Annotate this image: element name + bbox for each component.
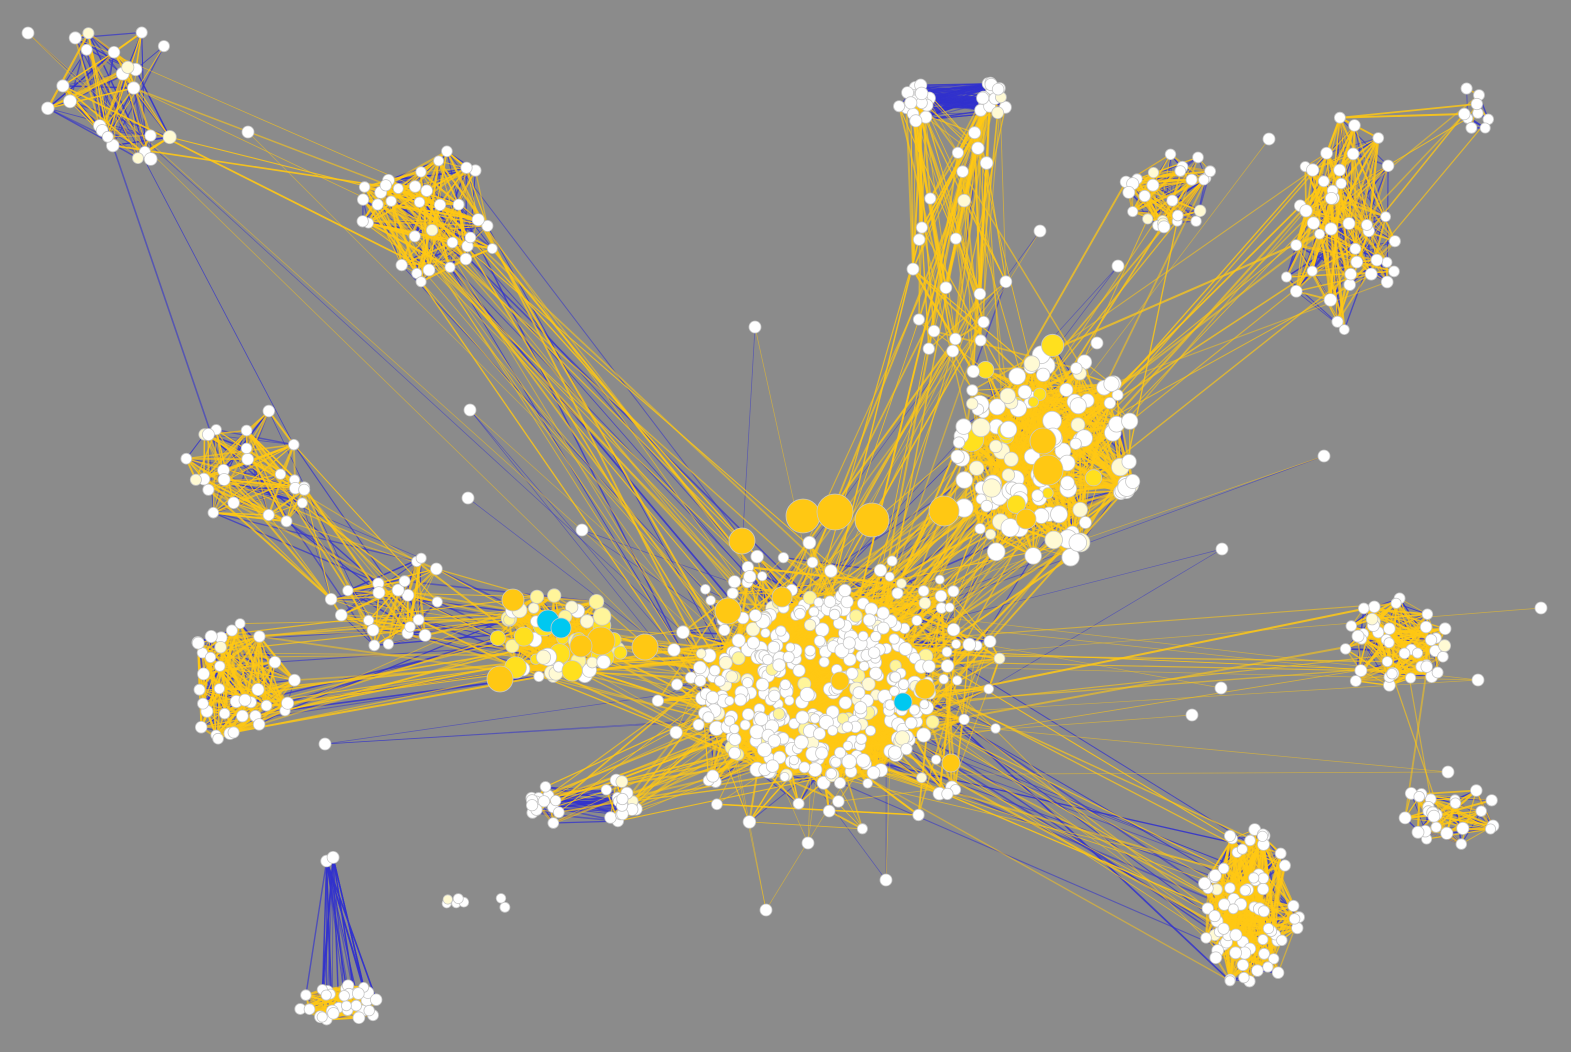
edge-gold (195, 410, 270, 481)
edge-blue (347, 557, 422, 592)
edge-gold (85, 49, 152, 160)
edge-gold (420, 248, 493, 283)
edge-blue (274, 645, 513, 663)
edge-gold (268, 410, 295, 445)
edge-blue (286, 520, 380, 594)
edge-blue (1339, 117, 1389, 167)
edge-gold (437, 160, 460, 205)
edge-gold (425, 190, 451, 268)
edge-gold (438, 160, 467, 260)
edge-gold (387, 589, 400, 645)
edge-gold (373, 592, 380, 646)
edge-gold (107, 135, 151, 138)
edge-gold (258, 636, 286, 711)
edge-blue (920, 83, 991, 86)
edge-gold (215, 429, 270, 516)
edge-blue (62, 49, 88, 87)
edge-blue (47, 107, 139, 159)
edge-blue (532, 797, 618, 814)
edge-gold (47, 87, 134, 110)
edge-gold (474, 170, 489, 227)
edge-gold (377, 582, 420, 621)
edge-gold (347, 568, 437, 592)
edge-blue (301, 502, 332, 600)
edge-gold (212, 429, 217, 513)
edge-gold (465, 167, 488, 227)
edge-blue (135, 69, 171, 138)
edge-gold (245, 410, 270, 449)
edge-gold (133, 32, 143, 89)
edge-gold (223, 444, 294, 480)
edge-blue (293, 444, 426, 636)
edge-gold (86, 49, 139, 159)
edge-gold (62, 85, 152, 160)
edge-blue (768, 770, 824, 784)
edge-gold (536, 595, 597, 603)
edge-gold (203, 434, 206, 480)
edge-gold (231, 629, 286, 712)
edge-gold (107, 32, 143, 137)
edge-gold (62, 51, 115, 87)
edge-blue (731, 230, 1041, 653)
edge-blue (925, 82, 991, 118)
edge-blue (112, 145, 225, 471)
edge-blue (305, 860, 328, 996)
edge-gold (362, 220, 488, 227)
edge-blue (326, 860, 365, 988)
edge-gold (199, 636, 212, 690)
edge-blue (457, 204, 714, 713)
edge-gold (220, 646, 288, 704)
edge-gold (198, 646, 222, 691)
edge-gold (203, 410, 270, 480)
edge-blue (972, 281, 1007, 372)
edge-gold (231, 629, 296, 681)
edge-gold (47, 66, 129, 110)
edge-blue (340, 583, 379, 616)
edge-gold (212, 444, 295, 514)
edge-gold (247, 458, 296, 489)
edge-gold (258, 679, 296, 725)
edge-blue (332, 857, 357, 1006)
edge-gold (233, 502, 287, 522)
edge-gold (362, 199, 418, 274)
edge-gold (230, 630, 260, 690)
edge-gold (127, 67, 139, 159)
edge-gold (245, 429, 282, 475)
edge-gold (331, 594, 409, 600)
edge-gold (268, 488, 305, 516)
edge-blue (804, 766, 1279, 974)
edge-gold (46, 32, 90, 109)
edge-blue (74, 37, 139, 159)
edge-gold (210, 635, 260, 659)
edge-blue (326, 860, 347, 989)
edge-gold (101, 87, 135, 131)
edge-gold (219, 665, 295, 681)
edge-gold (239, 623, 286, 712)
edge-blue (321, 860, 328, 990)
edge-blue (895, 665, 1231, 982)
edge-gold (420, 171, 479, 221)
edge-gold (224, 679, 295, 715)
edge-blue (1295, 223, 1350, 292)
edge-blue (325, 860, 377, 1000)
edge-gold (439, 167, 468, 206)
edge-blue (326, 860, 333, 1012)
edge-gold (439, 204, 467, 260)
edge-gold (213, 511, 287, 523)
edge-blue (332, 857, 345, 996)
